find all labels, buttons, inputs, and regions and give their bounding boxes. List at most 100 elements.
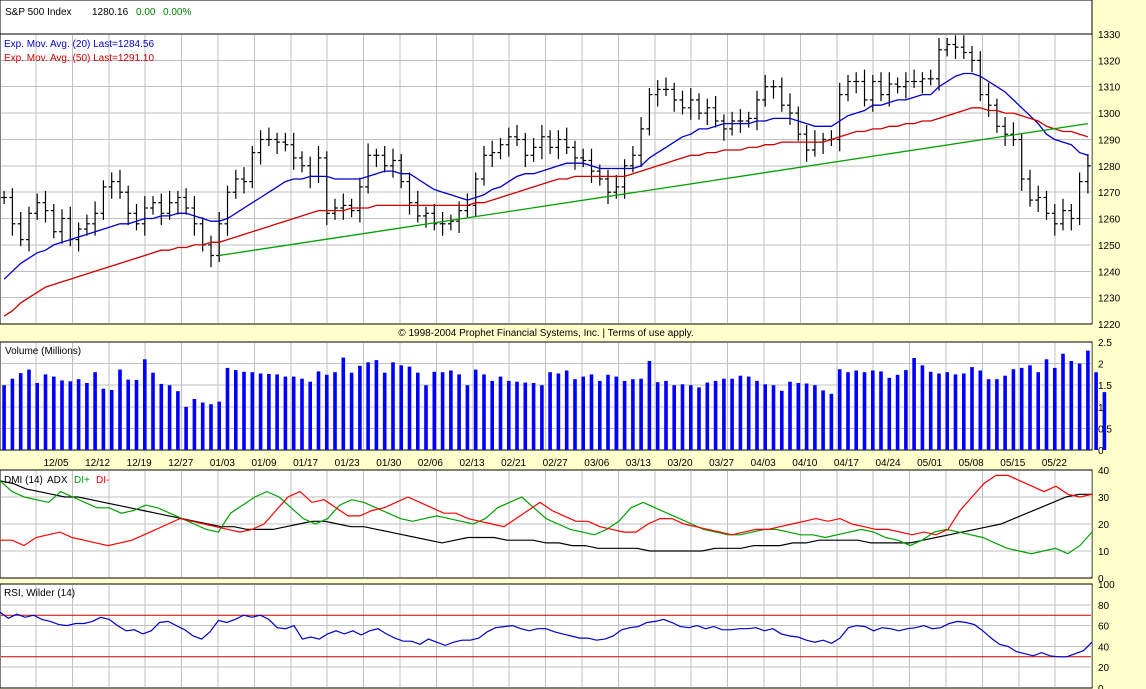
price-bar: [878, 72, 884, 102]
price-bar: [547, 130, 554, 154]
volume-bar: [581, 376, 585, 450]
price-bar: [323, 151, 330, 226]
y-tick-label: 1230: [1098, 294, 1121, 305]
price-bar: [902, 72, 909, 99]
volume-bar: [515, 381, 519, 450]
y-tick-label: 1260: [1098, 215, 1121, 226]
volume-bar: [1061, 353, 1065, 450]
volume-bar: [134, 380, 139, 450]
volume-bar: [995, 379, 999, 450]
volume-bar: [813, 385, 817, 450]
volume-bar: [449, 370, 453, 450]
ema20-line: [3, 72, 1089, 280]
x-tick-label: 01/09: [251, 458, 276, 469]
volume-bar: [895, 374, 900, 450]
price-bar: [671, 82, 678, 112]
price-bar: [249, 146, 256, 189]
price-bar: [1084, 154, 1091, 194]
price-bar: [390, 148, 396, 178]
y-tick-label: 1240: [1098, 267, 1121, 278]
volume-bar: [242, 371, 246, 450]
price-bar: [927, 69, 934, 86]
price-bar: [795, 106, 802, 141]
dmi-line-diminus: [0, 474, 1093, 547]
volume-bar: [1011, 369, 1016, 450]
price-bar: [985, 82, 992, 117]
y-tick-label: 1320: [1098, 56, 1121, 67]
price-bar: [952, 35, 959, 59]
price-bar: [720, 114, 727, 141]
x-tick-label: 03/27: [709, 458, 734, 469]
volume-bar: [804, 383, 809, 450]
price-bar: [861, 69, 868, 107]
volume-bar: [407, 366, 412, 450]
price-bar: [208, 235, 214, 268]
price-bar: [299, 151, 305, 173]
volume-bar: [589, 374, 594, 450]
price-bar: [241, 167, 247, 194]
volume-bar: [1077, 363, 1082, 450]
price-bar: [133, 204, 140, 231]
price-bar: [166, 190, 173, 220]
price-bar: [745, 111, 752, 128]
volume-bar: [457, 374, 461, 450]
volume-bar: [705, 382, 710, 450]
volume-bar: [722, 378, 726, 450]
volume-bar: [2, 385, 6, 450]
y-tick-label: 0: [1098, 684, 1104, 689]
volume-bar: [209, 404, 213, 450]
price-bar: [1076, 172, 1083, 226]
price-bar: [646, 88, 653, 136]
price-bar: [100, 180, 107, 220]
price-bar: [704, 98, 711, 125]
volume-bar: [614, 376, 619, 450]
volume-bar: [234, 370, 238, 450]
x-tick-label: 04/24: [875, 458, 900, 469]
header-panel: [0, 0, 1093, 35]
x-tick-label: 03/13: [626, 458, 651, 469]
volume-bar: [730, 378, 734, 450]
volume-bar: [862, 372, 867, 450]
volume-bar: [482, 374, 486, 450]
volume-bar: [349, 372, 354, 450]
y-tick-label: 1: [1098, 403, 1104, 414]
price-bar: [282, 132, 289, 152]
price-bar: [886, 72, 893, 107]
volume-bar: [962, 373, 966, 450]
y-tick-label: 2.5: [1098, 338, 1112, 349]
volume-bar: [424, 385, 428, 450]
price-bar: [787, 93, 793, 125]
volume-bar: [1036, 372, 1040, 450]
volume-bar: [1102, 392, 1107, 450]
volume-bar: [746, 376, 751, 450]
volume-bar: [184, 406, 188, 450]
price-bar: [431, 204, 438, 231]
volume-bar: [391, 362, 395, 450]
volume-bar: [771, 385, 776, 450]
volume-bar: [300, 378, 304, 450]
volume-bar: [829, 393, 834, 450]
volume-bar: [763, 384, 767, 450]
price-bar: [50, 204, 57, 239]
y-tick-label: 10: [1098, 547, 1110, 558]
price-bar: [687, 88, 694, 120]
price-bar: [257, 130, 264, 165]
volume-bar: [664, 380, 668, 450]
volume-bar: [85, 383, 89, 450]
volume-bar: [490, 380, 494, 450]
price-bar: [894, 77, 901, 94]
volume-bar: [978, 370, 983, 450]
y-tick-label: 1270: [1098, 188, 1121, 199]
price-bar: [936, 38, 942, 91]
volume-bar: [920, 365, 925, 450]
volume-bar: [970, 367, 974, 450]
price-bar: [125, 185, 132, 226]
volume-bar: [1028, 365, 1032, 450]
price-bar: [108, 172, 115, 199]
volume-bar: [689, 385, 693, 450]
price-bar: [1068, 204, 1075, 231]
volume-bar: [986, 379, 991, 450]
volume-bar: [647, 361, 652, 450]
price-bar: [960, 35, 967, 59]
price-bar: [1060, 198, 1066, 231]
